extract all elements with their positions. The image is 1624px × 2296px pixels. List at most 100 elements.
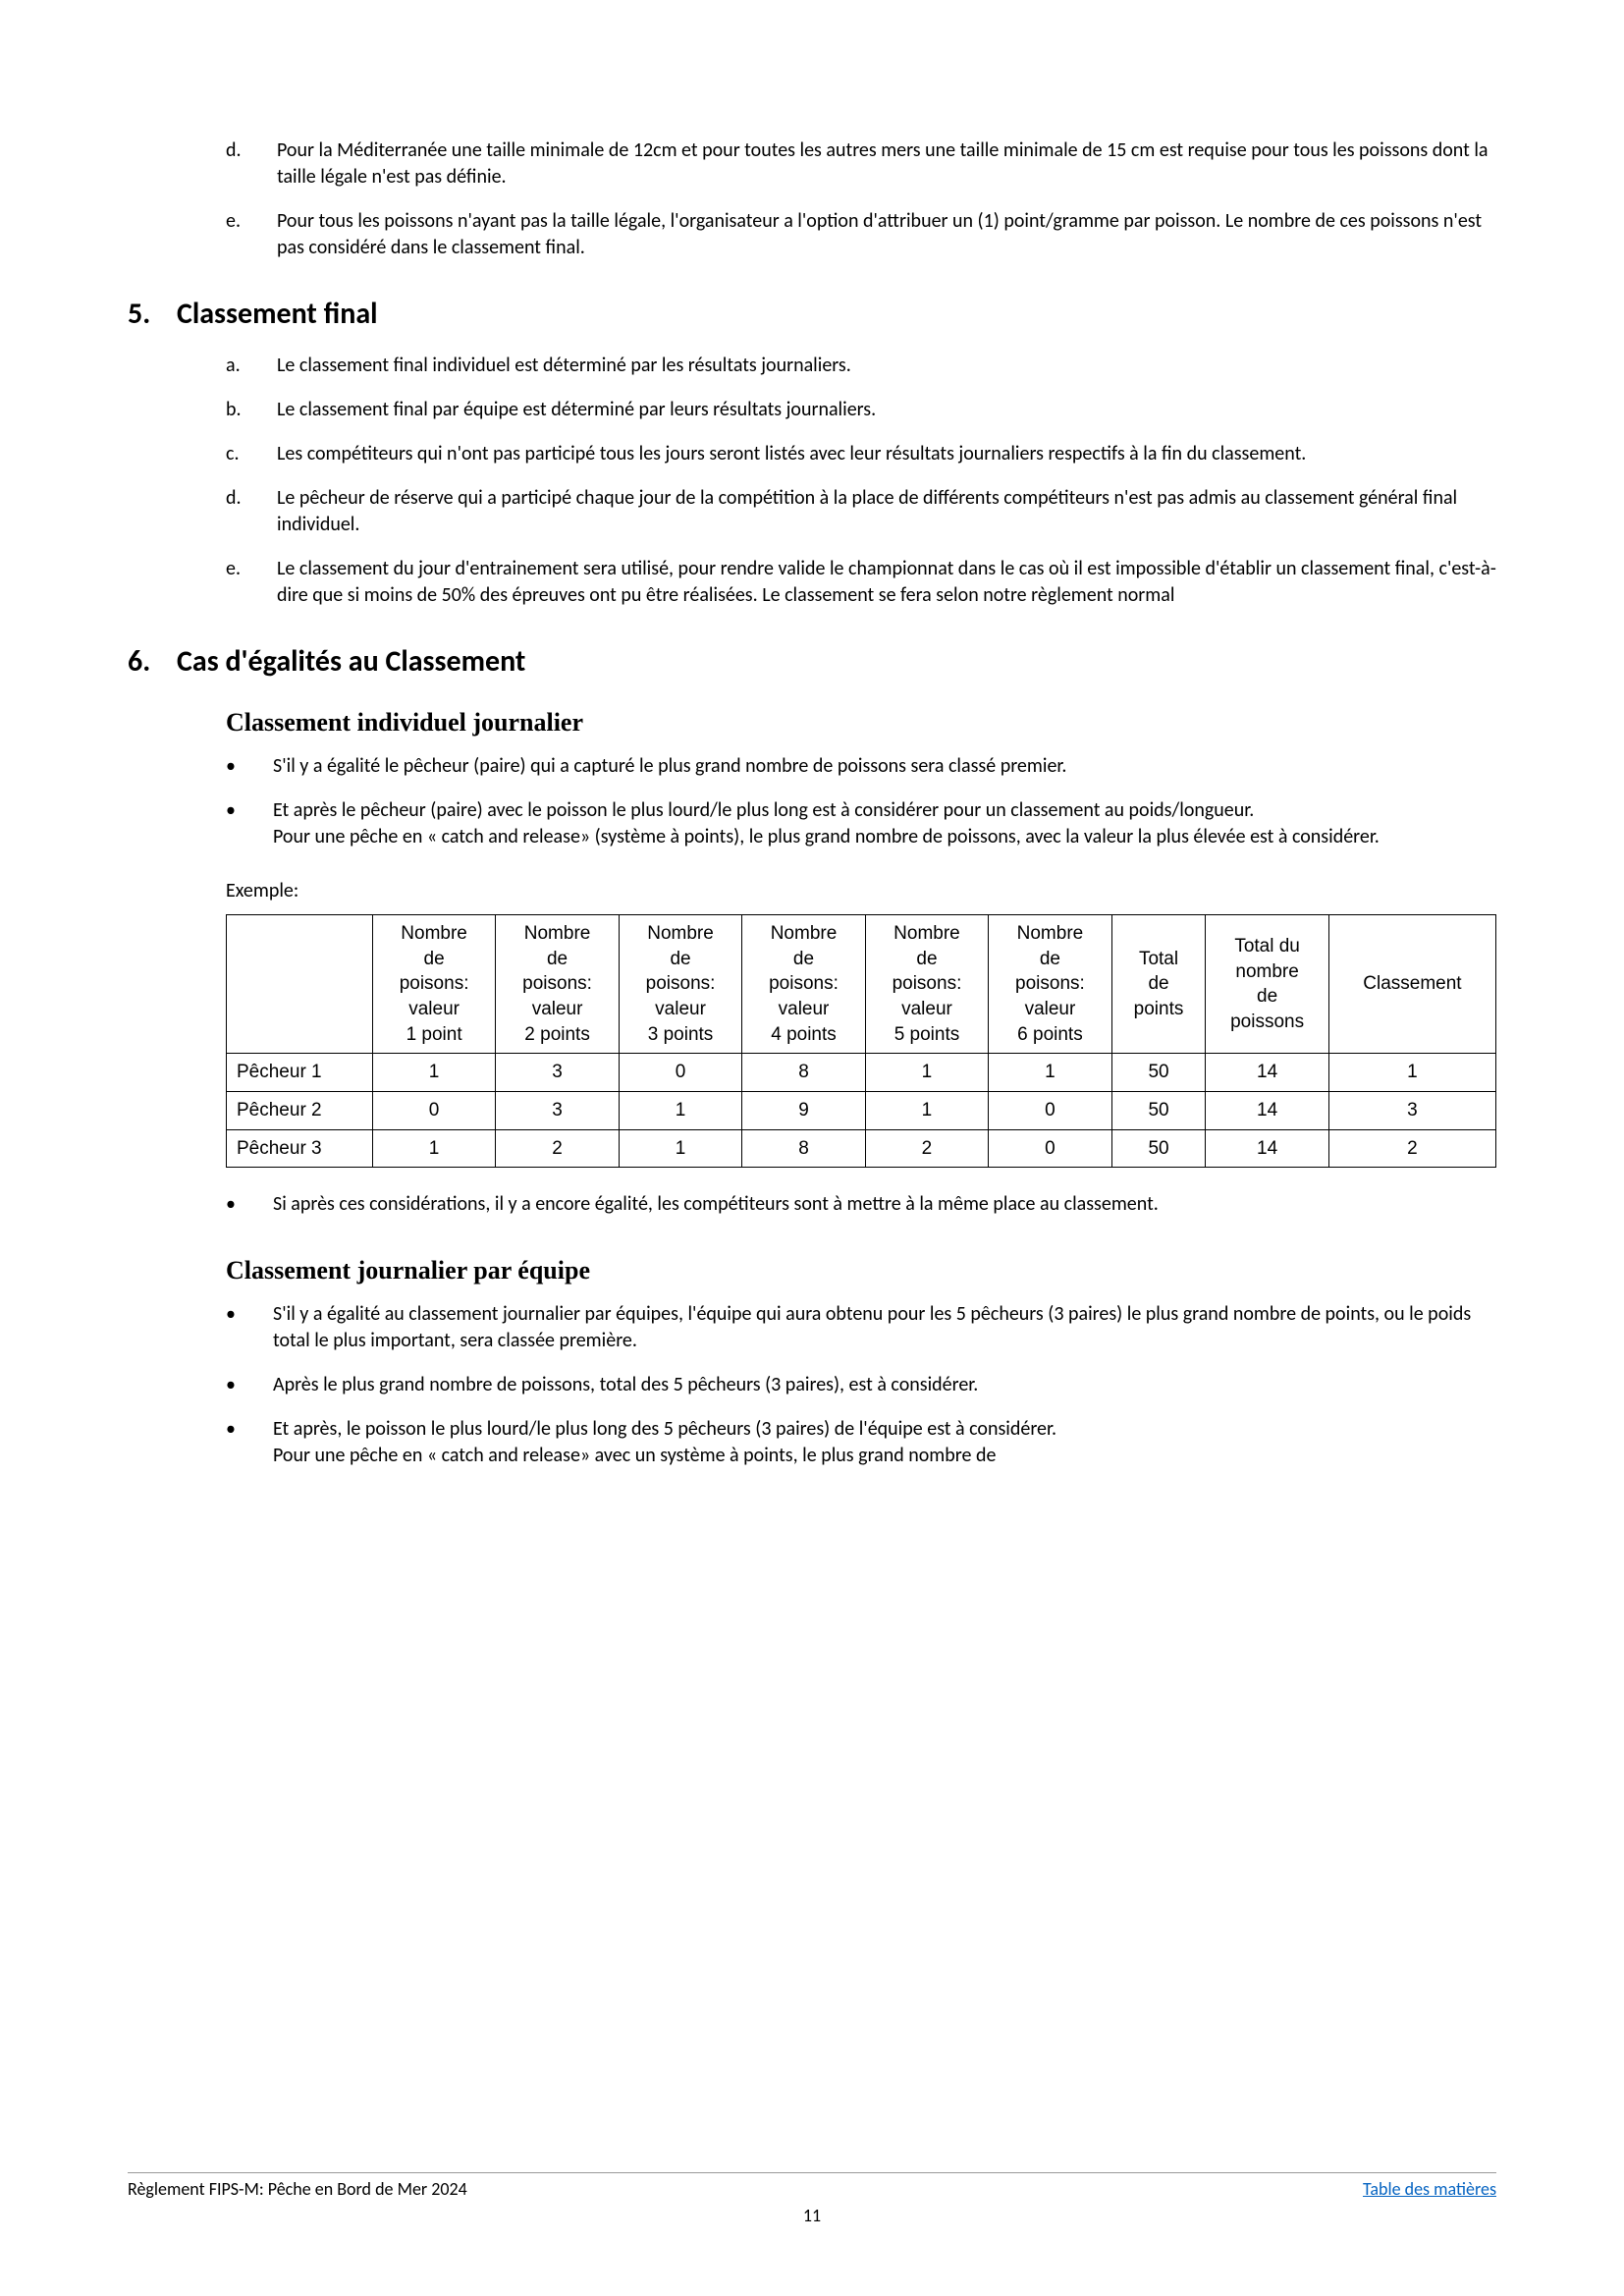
table-cell: 0 — [372, 1091, 495, 1129]
bullet-marker: • — [226, 1301, 273, 1354]
list-item-b: b. Le classement final par équipe est dé… — [226, 397, 1496, 423]
section-title: Cas d'égalités au Classement — [177, 642, 525, 683]
page: d. Pour la Méditerranée une taille minim… — [0, 0, 1624, 2296]
table-header-cell — [227, 915, 373, 1054]
table-cell: 3 — [496, 1091, 619, 1129]
table-cell: 14 — [1206, 1054, 1328, 1092]
table-header-cell: Nombredepoisons:valeur4 points — [742, 915, 865, 1054]
text: Si après ces considérations, il y a enco… — [273, 1191, 1496, 1218]
text: Après le plus grand nombre de poissons, … — [273, 1372, 1496, 1398]
text: Pour la Méditerranée une taille minimale… — [277, 137, 1496, 191]
table-header-cell: Nombredepoisons:valeur5 points — [865, 915, 988, 1054]
list-item-a: a. Le classement final individuel est dé… — [226, 353, 1496, 379]
footer-line: Règlement FIPS-M: Pêche en Bord de Mer 2… — [128, 2172, 1496, 2201]
text: S'il y a égalité le pêcheur (paire) qui … — [273, 753, 1496, 780]
table-header-cell: Total dunombredepoissons — [1206, 915, 1328, 1054]
bullet-marker: • — [226, 1416, 273, 1469]
table-header-cell: Totaldepoints — [1111, 915, 1206, 1054]
table-cell: 2 — [865, 1129, 988, 1168]
table-cell: 1 — [372, 1054, 495, 1092]
table-cell: 0 — [989, 1129, 1111, 1168]
table-cell: 1 — [865, 1091, 988, 1129]
table-header-cell: Nombredepoisons:valeur2 points — [496, 915, 619, 1054]
table-header-cell: Classement — [1328, 915, 1495, 1054]
line2: Pour une pêche en « catch and release» (… — [273, 825, 1380, 848]
bullet-marker: • — [226, 1372, 273, 1398]
subheading-team: Classement journalier par équipe — [226, 1253, 1496, 1287]
marker: c. — [226, 441, 277, 467]
table-cell: 50 — [1111, 1091, 1206, 1129]
marker: e. — [226, 208, 277, 261]
marker: e. — [226, 556, 277, 609]
bullet-3: • Si après ces considérations, il y a en… — [226, 1191, 1496, 1218]
table-cell: Pêcheur 2 — [227, 1091, 373, 1129]
table-cell: 8 — [742, 1054, 865, 1092]
table-header-cell: Nombredepoisons:valeur1 point — [372, 915, 495, 1054]
after-table: • Si après ces considérations, il y a en… — [226, 1191, 1496, 1469]
line2: Pour une pêche en « catch and release» a… — [273, 1444, 996, 1467]
table-cell: 0 — [619, 1054, 741, 1092]
subheading-individual: Classement individuel journalier — [226, 705, 1496, 739]
table-header-cell: Nombredepoisons:valeur6 points — [989, 915, 1111, 1054]
list-item-c: c. Les compétiteurs qui n'ont pas partic… — [226, 441, 1496, 467]
page-number: 11 — [128, 2204, 1496, 2227]
team-bullet-2: • Après le plus grand nombre de poissons… — [226, 1372, 1496, 1398]
bullet-marker: • — [226, 753, 273, 780]
prev-list-continuation: d. Pour la Méditerranée une taille minim… — [226, 137, 1496, 261]
section-title: Classement final — [177, 295, 378, 335]
table-cell: 50 — [1111, 1129, 1206, 1168]
text: Le classement final par équipe est déter… — [277, 397, 1496, 423]
table-cell: 14 — [1206, 1129, 1328, 1168]
marker: a. — [226, 353, 277, 379]
list-item-d: d. Le pêcheur de réserve qui a participé… — [226, 485, 1496, 538]
table-row: Pêcheur 113081150141 — [227, 1054, 1496, 1092]
table-body: Pêcheur 113081150141Pêcheur 203191050143… — [227, 1054, 1496, 1168]
table-cell: 2 — [496, 1129, 619, 1168]
marker: b. — [226, 397, 277, 423]
table-cell: 1 — [989, 1054, 1111, 1092]
marker: d. — [226, 485, 277, 538]
section-6-heading: 6. Cas d'égalités au Classement — [128, 642, 1496, 683]
list-item-e: e. Le classement du jour d'entrainement … — [226, 556, 1496, 609]
text: Et après le pêcheur (paire) avec le pois… — [273, 797, 1496, 850]
text: Pour tous les poissons n'ayant pas la ta… — [277, 208, 1496, 261]
footer-left: Règlement FIPS-M: Pêche en Bord de Mer 2… — [128, 2177, 467, 2201]
list-item-d: d. Pour la Méditerranée une taille minim… — [226, 137, 1496, 191]
table-cell: Pêcheur 3 — [227, 1129, 373, 1168]
table-cell: Pêcheur 1 — [227, 1054, 373, 1092]
text: Le classement du jour d'entrainement ser… — [277, 556, 1496, 609]
bullet-1: • S'il y a égalité le pêcheur (paire) qu… — [226, 753, 1496, 780]
text: Le pêcheur de réserve qui a participé ch… — [277, 485, 1496, 538]
team-bullet-1: • S'il y a égalité au classement journal… — [226, 1301, 1496, 1354]
line1: Et après le pêcheur (paire) avec le pois… — [273, 798, 1254, 822]
table-cell: 1 — [619, 1091, 741, 1129]
bullet-marker: • — [226, 1191, 273, 1218]
example-table: Nombredepoisons:valeur1 pointNombredepoi… — [226, 914, 1496, 1168]
bullet-2: • Et après le pêcheur (paire) avec le po… — [226, 797, 1496, 850]
line1: Et après, le poisson le plus lourd/le pl… — [273, 1417, 1056, 1441]
toc-link[interactable]: Table des matières — [1363, 2177, 1496, 2201]
text: Le classement final individuel est déter… — [277, 353, 1496, 379]
table-cell: 9 — [742, 1091, 865, 1129]
table-cell: 1 — [372, 1129, 495, 1168]
footer: Règlement FIPS-M: Pêche en Bord de Mer 2… — [128, 2172, 1496, 2227]
section-number: 6. — [128, 642, 177, 683]
table-header-row: Nombredepoisons:valeur1 pointNombredepoi… — [227, 915, 1496, 1054]
team-bullet-3: • Et après, le poisson le plus lourd/le … — [226, 1416, 1496, 1469]
table-cell: 14 — [1206, 1091, 1328, 1129]
table-cell: 2 — [1328, 1129, 1495, 1168]
text: Les compétiteurs qui n'ont pas participé… — [277, 441, 1496, 467]
section-5-heading: 5. Classement final — [128, 295, 1496, 335]
table-cell: 3 — [1328, 1091, 1495, 1129]
example-label: Exemple: — [226, 878, 1496, 904]
table-cell: 1 — [619, 1129, 741, 1168]
example-table-wrap: Nombredepoisons:valeur1 pointNombredepoi… — [226, 914, 1496, 1168]
marker: d. — [226, 137, 277, 191]
text: S'il y a égalité au classement journalie… — [273, 1301, 1496, 1354]
table-cell: 0 — [989, 1091, 1111, 1129]
section-6-body: Classement individuel journalier • S'il … — [226, 705, 1496, 850]
section-5-list: a. Le classement final individuel est dé… — [226, 353, 1496, 609]
text: Et après, le poisson le plus lourd/le pl… — [273, 1416, 1496, 1469]
table-row: Pêcheur 312182050142 — [227, 1129, 1496, 1168]
table-cell: 1 — [865, 1054, 988, 1092]
